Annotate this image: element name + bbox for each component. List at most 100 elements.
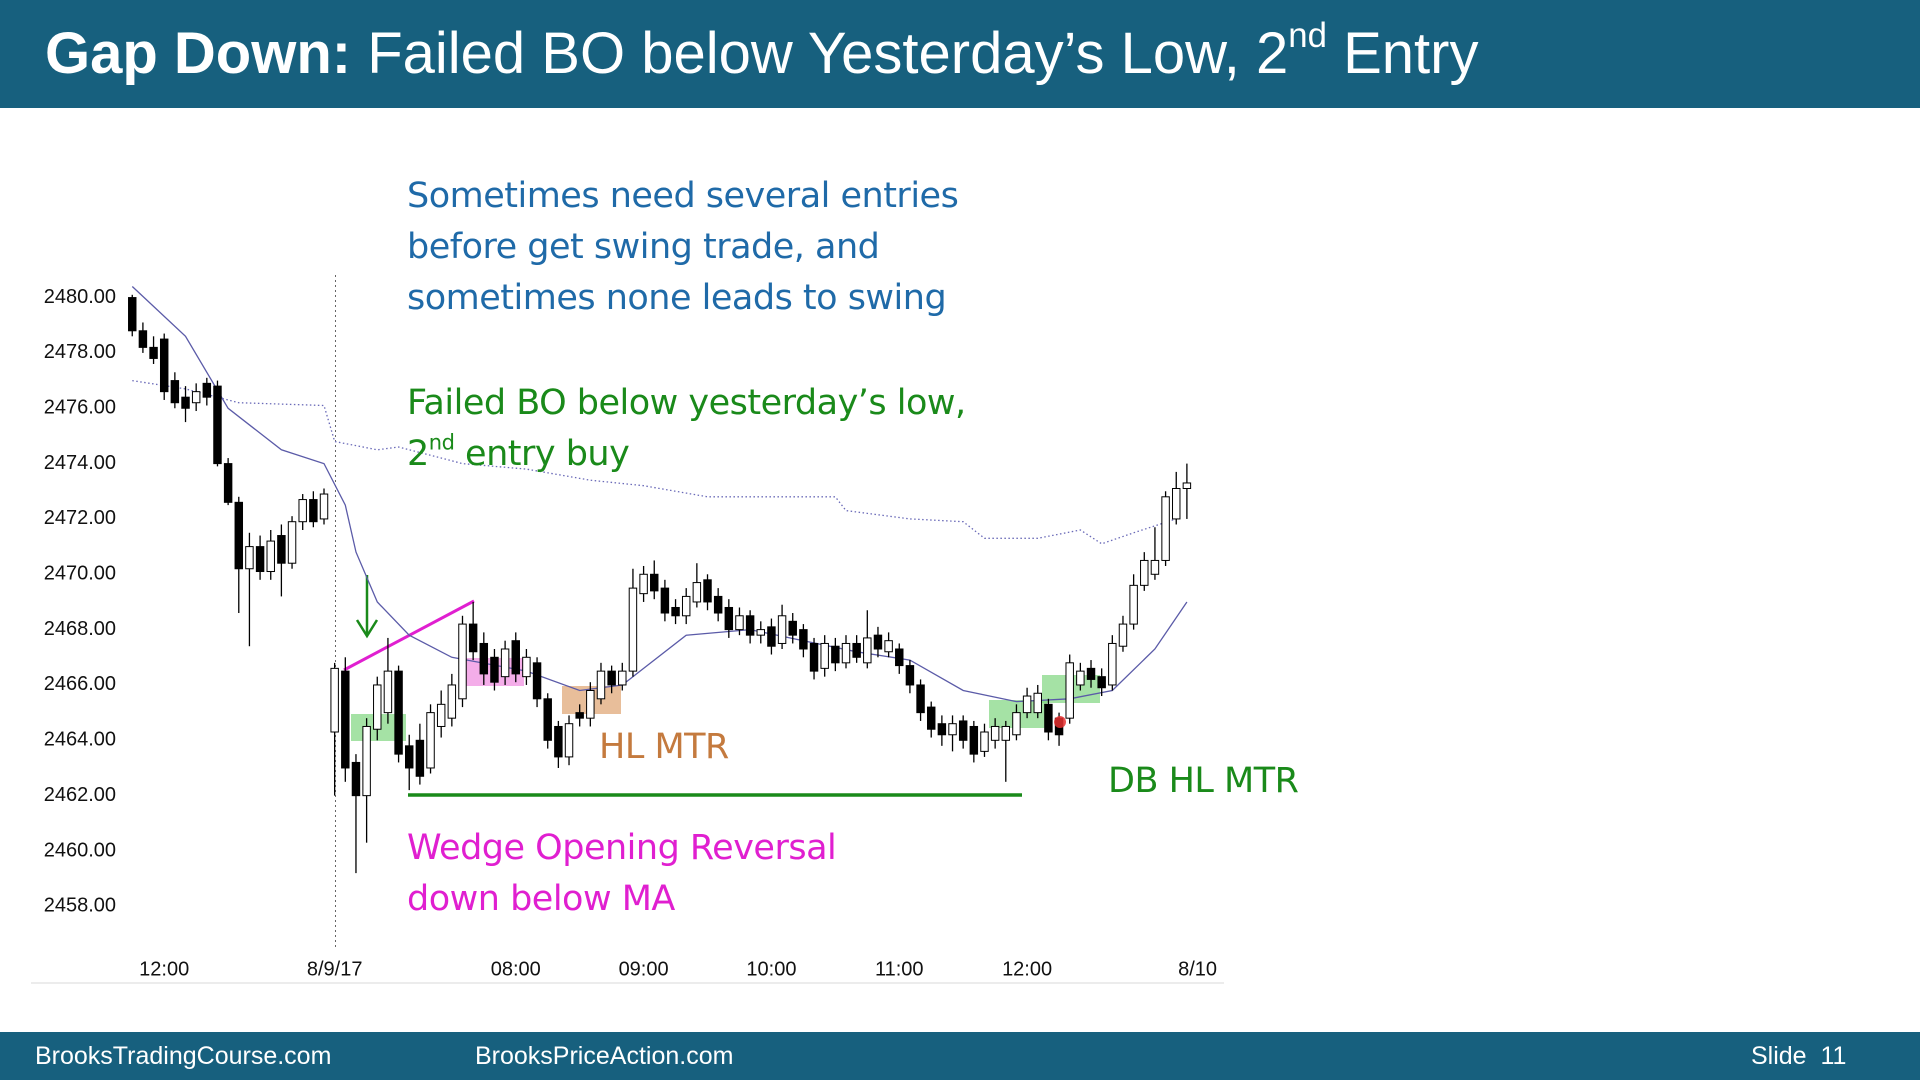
x-tick-label: 11:00 [875,958,924,980]
candle-body [447,684,457,719]
candle-body [905,665,915,686]
candle-body [415,739,425,777]
candle-body [341,670,350,769]
candle-body [149,346,158,359]
annotation-text: entry buy [454,434,630,474]
y-tick-label: 2466.00 [44,673,116,695]
candle-body [362,725,371,797]
footer-bar: BrooksTradingCourse.com BrooksPriceActio… [0,1032,1920,1080]
candle-body [1172,487,1181,520]
annotation-line: Wedge Opening Reversal [407,828,837,868]
candle-body [671,606,680,617]
candle-body [618,670,627,686]
footer-left: BrooksTradingCourse.com [35,1042,332,1070]
annotation-swing: Sometimes need several entries before ge… [407,171,959,324]
candle-body [660,587,670,614]
candle-body [1150,559,1160,575]
candle-body [1086,667,1096,680]
annotation-text: 2 [407,434,429,474]
candle-body [1076,670,1085,686]
candle-body [681,595,691,617]
candle-body [287,521,297,564]
footer-right: Slide 11 [1751,1042,1847,1070]
candle-body [831,645,840,664]
down-arrow [355,575,379,639]
candle-body [383,670,393,714]
title-tail: Entry [1327,21,1479,86]
candle-body [1161,496,1170,561]
candle-body [245,546,254,570]
candle-body [159,338,169,393]
candle-body [373,684,382,730]
candle-body [405,745,414,769]
candle-body [916,684,925,714]
candle-body [511,640,520,675]
annotation-line: down below MA [407,879,675,919]
x-tick-label: 08:00 [491,958,541,980]
candle-body [586,689,595,719]
candle-body [277,535,286,564]
y-tick-label: 2476.00 [44,397,116,419]
candle-body [490,656,499,683]
candle-body [1118,623,1128,647]
candle-body [532,662,542,700]
candle-body [298,499,307,523]
candle-body [479,642,489,675]
annotation-line: sometimes none leads to swing [407,278,947,318]
candle-body [319,493,329,520]
candle-body [724,606,734,631]
candle-body [1140,559,1149,586]
y-tick-label: 2470.00 [44,563,116,585]
x-tick-label: 10:00 [746,958,796,980]
annotation-failed-bo: Failed BO below yesterday’s low, 2nd ent… [407,378,966,480]
candle-body [351,761,361,797]
candle-body [213,385,222,465]
candle-body [468,623,478,653]
annotation-line: Sometimes need several entries [407,176,959,216]
candle-body [1044,703,1053,733]
candle-body [596,670,606,700]
annotation-line: Failed BO below yesterday’s low, [407,383,966,423]
x-tick-label: 8/10 [1178,958,1217,980]
candle-body [895,648,904,667]
candle-body [554,725,563,758]
candle-body [564,723,574,758]
candle-body [138,330,148,348]
candle-body [223,463,233,503]
candle-body [394,670,403,755]
chart: 2480.00 2478.00 2476.00 2474.00 2472.00 2470.… [31,275,1224,984]
x-tick-label: 8/9/17 [307,958,363,980]
candle-body [543,698,552,741]
candle-body [926,706,936,730]
candle-body [841,642,851,664]
title-text: Failed BO below Yesterday’s Low, 2 [351,21,1289,86]
y-tick-label: 2458.00 [44,895,116,917]
annotation-line: 2nd entry buy [407,429,966,480]
candle-body [309,499,318,523]
title-bar: Gap Down: Failed BO below Yesterday’s Lo… [0,0,1920,108]
candle-body [1129,584,1138,625]
candle-body [777,615,787,644]
candle-body [575,712,584,719]
candle-body [767,626,776,647]
annotation-sup: nd [428,430,455,455]
candle-body [255,546,265,573]
candle-body [937,723,947,736]
candle-body [799,629,808,650]
candle-body [128,297,137,332]
title-bold: Gap Down: [45,21,352,86]
moving-average [131,286,1188,703]
annotation-line: before get swing trade, and [407,227,880,267]
y-tick-label: 2460.00 [44,839,116,861]
candle-body [788,620,797,636]
candle-body [1182,482,1192,489]
candle-body [863,637,872,664]
annotation-wedge: Wedge Opening Reversal down below MA [407,823,837,925]
candle-body [713,595,723,614]
candle-body [181,396,190,409]
candle-body [1108,642,1117,686]
candle-body [458,623,467,700]
candle-body [639,573,648,595]
candle-body [607,670,616,686]
title: Gap Down: Failed BO below Yesterday’s Lo… [45,0,1479,108]
